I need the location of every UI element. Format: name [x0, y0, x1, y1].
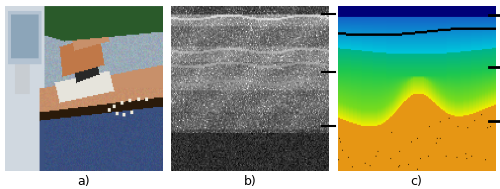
Text: c): c) — [410, 175, 422, 188]
Text: a): a) — [77, 175, 90, 188]
Text: b): b) — [244, 175, 256, 188]
